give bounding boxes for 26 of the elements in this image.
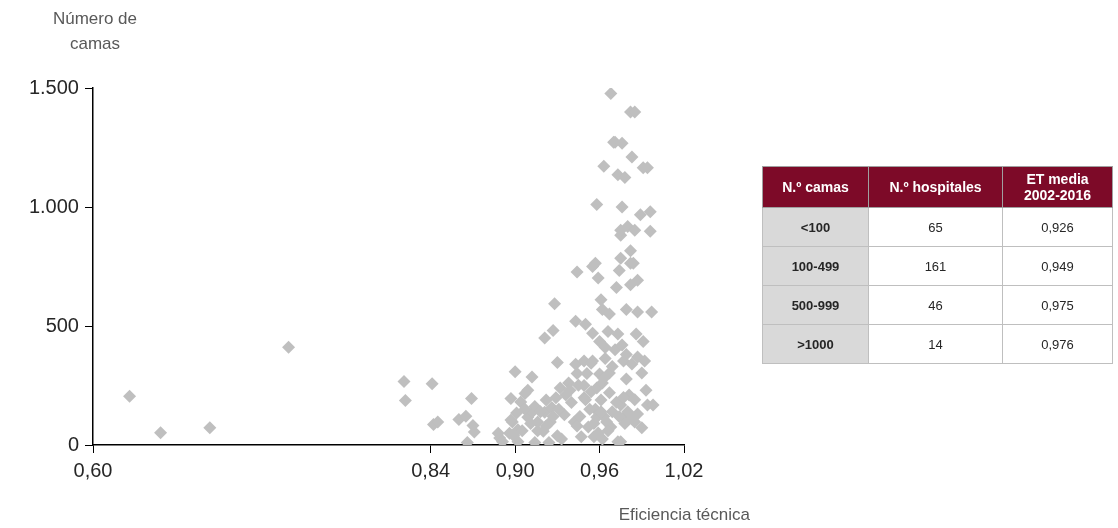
y-tick-label: 500 — [45, 313, 79, 336]
data-label: 0,976 — [1002, 324, 1113, 364]
y-tick-label: 0 — [67, 432, 79, 455]
text: N.º hospitales — [868, 166, 1003, 208]
category-label: <100 — [762, 207, 869, 247]
x-tick-label: 0,96 — [580, 458, 620, 481]
x-axis-title: Eficiencia técnica — [618, 505, 750, 525]
x-tick-label: 0,60 — [73, 458, 113, 481]
x-tick-label: 0,90 — [495, 458, 535, 481]
category-label: 500-999 — [762, 285, 869, 325]
category-label: >1000 — [762, 324, 869, 364]
category-label: 100-499 — [762, 246, 869, 286]
data-label: 14 — [868, 324, 1003, 364]
legend-title: N.º camas — [762, 166, 869, 208]
data-label: 65 — [868, 207, 1003, 247]
x-tick-label: 1,02 — [664, 458, 704, 481]
data-label: 0,949 — [1002, 246, 1113, 286]
data-label: 0,975 — [1002, 285, 1113, 325]
data-label: 0,926 — [1002, 207, 1113, 247]
y-tick-label: 1.500 — [28, 75, 79, 98]
x-tick-label: 0,84 — [411, 458, 451, 481]
y-axis-title: Número de camas — [51, 8, 139, 55]
y-tick-label: 1.000 — [28, 194, 79, 217]
data-label: 46 — [868, 285, 1003, 325]
data-label: 161 — [868, 246, 1003, 286]
text: ET media 2002-2016 — [1002, 166, 1113, 208]
